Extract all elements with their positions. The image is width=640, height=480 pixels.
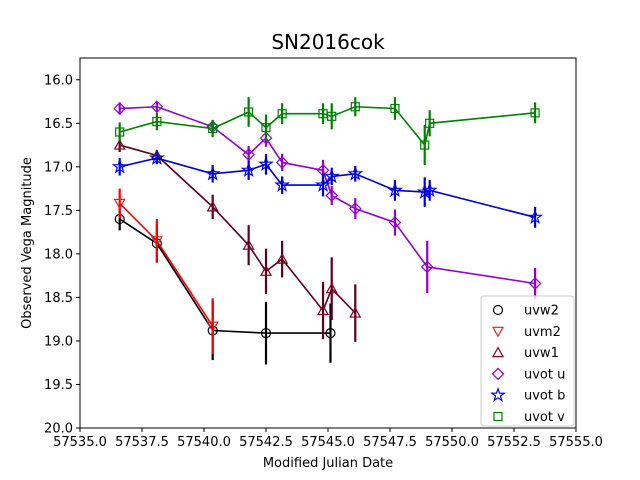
y-tick-label: 19.5 [44, 378, 73, 393]
data-point-uvw1 [113, 138, 126, 150]
x-tick-label: 57535.0 [53, 435, 107, 450]
data-point-uvot-b [274, 176, 291, 192]
data-point-uvm2 [206, 321, 219, 333]
y-tick-label: 17.0 [44, 160, 73, 175]
data-point-uvw1 [206, 200, 219, 212]
data-point-uvot-v [327, 111, 337, 121]
series-uvot-v [115, 97, 540, 166]
data-point-uvot-b [527, 208, 543, 225]
y-tick-label: 18.0 [44, 247, 73, 262]
data-point-uvot-u [528, 277, 542, 290]
data-point-uvm2 [150, 236, 163, 248]
legend-label-uvot-u: uvot u [524, 367, 565, 382]
data-point-uvot-b [421, 182, 438, 198]
series-uvm2 [113, 188, 219, 354]
data-point-uvot-v [208, 123, 218, 134]
legend-marker-uvw2 [492, 304, 504, 316]
data-point-uvot-v [530, 108, 540, 118]
data-point-uvot-u [150, 100, 164, 114]
data-point-uvot-v [261, 123, 271, 133]
x-tick-label: 57550.0 [425, 435, 479, 450]
data-point-uvot-b [323, 168, 340, 184]
x-tick-label: 57552.5 [487, 435, 541, 450]
data-point-uvot-v [277, 109, 287, 119]
legend-marker-uvw1 [491, 346, 505, 358]
data-point-uvot-v [390, 103, 400, 114]
data-point-uvw1 [325, 282, 338, 294]
data-point-uvot-v [152, 116, 162, 127]
y-axis-label: Observed Vega Magnitude [20, 157, 35, 329]
x-tick-label: 57540.0 [177, 435, 231, 450]
data-point-uvot-v [115, 127, 125, 137]
y-tick-label: 20.0 [44, 422, 73, 437]
x-tick-label: 57547.5 [363, 435, 417, 450]
series-uvot-b [111, 149, 543, 228]
y-tick-label: 16.5 [44, 117, 73, 132]
data-point-uvot-v [420, 140, 430, 150]
data-point-uvot-v [425, 118, 435, 128]
data-point-uvw1 [242, 238, 255, 250]
data-point-uvot-u [420, 260, 434, 274]
y-tick-label: 18.5 [44, 291, 73, 306]
legend-marker-uvot-v [493, 411, 503, 422]
y-tick-label: 17.5 [44, 204, 73, 219]
x-tick-label: 57542.5 [239, 435, 293, 450]
chart-title: SN2016cok [271, 30, 385, 54]
data-point-uvot-b [416, 183, 433, 199]
data-point-uvw1 [349, 306, 362, 318]
data-point-uvot-u [275, 156, 289, 169]
legend-marker-uvot-b [490, 386, 506, 402]
data-point-uvot-u [259, 131, 273, 145]
data-point-uvw2 [325, 328, 336, 339]
x-tick-label: 57555.0 [549, 435, 603, 450]
series-line-uvot-u [119, 105, 536, 285]
data-point-uvot-v [244, 107, 254, 117]
data-point-uvot-b [204, 165, 221, 181]
data-point-uvot-u [325, 189, 339, 202]
x-tick-label: 57545.0 [301, 435, 355, 450]
data-point-uvot-b [387, 182, 403, 198]
x-axis: 57535.0 57537.5 57540.0 57542.5 57545.0 57547… [53, 428, 603, 450]
x-tick-label: 57537.5 [115, 435, 169, 450]
data-point-uvot-u [113, 102, 127, 115]
data-point-uvot-b [111, 158, 128, 174]
x-axis-label: Modified Julian Date [263, 456, 393, 471]
legend-label-uvm2: uvm2 [524, 325, 561, 340]
data-point-uvot-b [240, 161, 257, 178]
data-point-uvm2 [113, 198, 126, 210]
data-point-uvw1 [259, 265, 273, 276]
y-tick-label: 16.0 [44, 73, 73, 88]
legend: uvw2 uvm2 uvw1 uvot u uvot b uvot v [480, 295, 575, 427]
data-point-uvot-u [388, 216, 402, 229]
plot-area [111, 97, 543, 365]
data-point-uvw2 [260, 328, 272, 339]
data-point-uvot-v [350, 102, 360, 112]
data-point-uvw1 [317, 304, 330, 316]
series-uvw1 [113, 138, 362, 342]
data-point-uvw1 [276, 252, 289, 264]
data-point-uvot-u [348, 202, 362, 215]
y-axis: 16.0 16.5 17.0 17.5 18.0 18.5 19.0 19.5 20.0 [44, 73, 80, 437]
legend-label-uvot-b: uvot b [524, 389, 565, 404]
data-point-uvot-u [242, 148, 255, 161]
y-tick-label: 19.0 [44, 334, 73, 349]
data-point-uvot-v [318, 109, 328, 119]
legend-marker-uvm2 [491, 326, 505, 338]
data-point-uvot-b [315, 176, 331, 192]
legend-marker-uvot-u [491, 367, 505, 381]
data-point-uvot-b [148, 149, 165, 165]
data-point-uvot-b [347, 165, 364, 181]
data-point-uvot-b [258, 155, 274, 171]
legend-label-uvot-v: uvot v [524, 410, 565, 425]
legend-label-uvw2: uvw2 [524, 304, 559, 319]
legend-label-uvw1: uvw1 [524, 346, 559, 361]
